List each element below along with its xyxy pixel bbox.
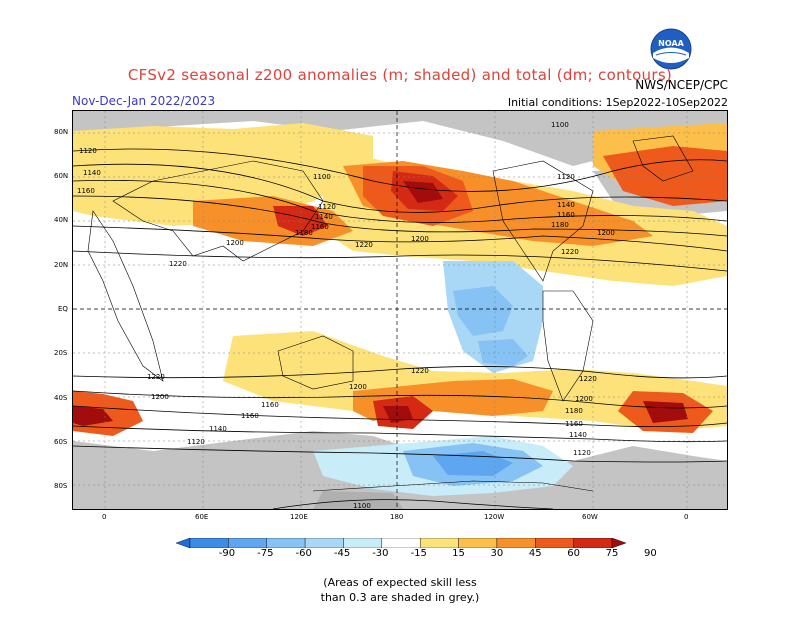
contour-label: 1140 xyxy=(209,425,227,433)
colorbar-tick-label: -45 xyxy=(333,548,351,559)
contour-label: 1160 xyxy=(77,187,95,195)
contour-label: 1200 xyxy=(411,235,429,243)
lat-label: 40N xyxy=(54,216,69,224)
colorbar-segment xyxy=(228,538,267,548)
equator-and-dateline xyxy=(73,111,727,509)
contour-label: 1120 xyxy=(318,203,336,211)
contour-label: 1120 xyxy=(557,173,575,181)
negative-anomalies xyxy=(313,261,573,496)
graticule xyxy=(73,111,727,509)
contour-label: 1180 xyxy=(565,407,583,415)
colorbar-tick-label: 30 xyxy=(490,548,504,559)
colorbar-tick-label: 15 xyxy=(452,548,465,559)
logo-text: NOAA xyxy=(658,39,684,48)
lat-label: 20N xyxy=(54,261,69,269)
contour-label: 1140 xyxy=(557,201,575,209)
contour-label: 1180 xyxy=(295,229,313,237)
colorbar-tick-label: 60 xyxy=(567,548,580,559)
forecast-period: Nov-Dec-Jan 2022/2023 xyxy=(72,94,216,108)
contour-label: 1200 xyxy=(226,239,244,247)
contour-label: 1120 xyxy=(79,147,97,155)
contour-label: 1100 xyxy=(313,173,331,181)
coastlines xyxy=(87,135,694,492)
lon-label: 0 xyxy=(102,513,107,521)
contour-label: 1160 xyxy=(557,211,575,219)
contour-label: 1120 xyxy=(573,449,591,457)
contour-label: 1160 xyxy=(241,412,259,420)
height-contours xyxy=(73,148,727,509)
contour-labels: 1100 1120 1140 1160 1100 1120 1140 1160 … xyxy=(77,121,615,509)
contour-label: 1220 xyxy=(561,248,579,256)
agency-label: NWS/NCEP/CPC xyxy=(635,78,728,92)
contour-label: 1100 xyxy=(353,502,371,509)
lat-label: 60S xyxy=(54,438,68,446)
skill-note-line1: (Areas of expected skill less xyxy=(323,576,477,589)
colorbar-segment xyxy=(189,538,229,548)
contour-label: 1200 xyxy=(151,393,169,401)
colorbar-segment xyxy=(573,538,613,548)
colorbar xyxy=(176,538,626,548)
contour-label: 1220 xyxy=(147,373,165,381)
colorbar-segment xyxy=(381,538,421,548)
colorbar-segment xyxy=(458,538,498,548)
anomaly-map: 1100 1120 1140 1160 1100 1120 1140 1160 … xyxy=(72,110,728,510)
lon-label: 60W xyxy=(582,513,598,521)
colorbar-segment xyxy=(611,538,626,548)
colorbar-segment xyxy=(343,538,383,548)
contour-label: 1220 xyxy=(355,241,373,249)
lat-label: 20S xyxy=(54,349,68,357)
colorbar-tick-label: -75 xyxy=(257,548,274,559)
initial-conditions: Initial conditions: 1Sep2022-10Sep2022 xyxy=(507,96,728,109)
colorbar-tick-label: -60 xyxy=(295,548,312,559)
contour-label: 1220 xyxy=(579,375,597,383)
lon-label: 60E xyxy=(195,513,209,521)
contour-label: 1200 xyxy=(575,395,593,403)
colorbar-tick-label: 45 xyxy=(528,548,542,559)
lon-label: 120W xyxy=(484,513,505,521)
colorbar-tick-label: 90 xyxy=(643,548,657,559)
map-title: CFSv2 seasonal z200 anomalies (m; shaded… xyxy=(127,66,673,84)
contour-label: 1200 xyxy=(597,229,615,237)
contour-label: 1200 xyxy=(349,383,367,391)
colorbar-segment xyxy=(419,538,459,548)
lat-label: 60N xyxy=(54,172,69,180)
lat-label: 80N xyxy=(54,128,69,136)
map-canvas: 1100 1120 1140 1160 1100 1120 1140 1160 … xyxy=(73,111,727,509)
contour-label: 1220 xyxy=(169,260,187,268)
contour-label: 1140 xyxy=(569,431,587,439)
contour-label: 1220 xyxy=(411,367,429,375)
colorbar-tick-label: -30 xyxy=(372,548,389,559)
colorbar-segment xyxy=(304,538,344,548)
skill-note-line2: than 0.3 are shaded in grey.) xyxy=(320,591,480,604)
colorbar-segment xyxy=(176,538,191,548)
colorbar-segment xyxy=(266,538,306,548)
contour-label: 1100 xyxy=(551,121,569,129)
contour-label: 1180 xyxy=(551,221,569,229)
contour-label: 1160 xyxy=(261,401,279,409)
lat-label: EQ xyxy=(58,305,68,313)
contour-label: 1140 xyxy=(315,213,333,221)
lat-label: 40S xyxy=(54,394,68,402)
contour-label: 1160 xyxy=(565,420,583,428)
contour-label: 1120 xyxy=(187,438,205,446)
lon-label: 180 xyxy=(390,513,404,521)
colorbar-tick-label: -15 xyxy=(410,548,427,559)
noaa-logo: NOAA xyxy=(650,28,692,70)
lat-label: 80S xyxy=(54,482,68,490)
colorbar-tick-label: 75 xyxy=(605,548,619,559)
colorbar-tick-label: -90 xyxy=(218,548,236,559)
colorbar-segment xyxy=(496,538,536,548)
contour-label: 1160 xyxy=(311,223,329,231)
colorbar-segment xyxy=(535,538,574,548)
lon-label: 120E xyxy=(290,513,308,521)
positive-anomalies xyxy=(73,123,727,436)
lon-label: 0 xyxy=(684,513,689,521)
contour-label: 1140 xyxy=(83,169,101,177)
